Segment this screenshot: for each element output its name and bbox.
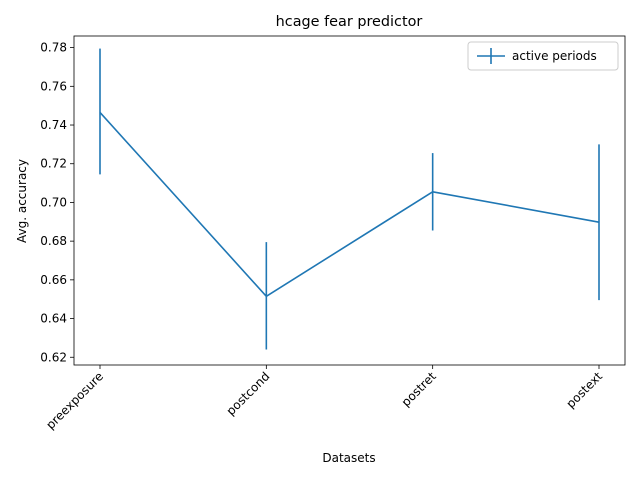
y-tick-label: 0.66 xyxy=(40,273,67,287)
y-tick-label: 0.72 xyxy=(40,157,67,171)
y-tick-label: 0.76 xyxy=(40,79,67,93)
series-line xyxy=(99,111,600,298)
x-axis-label: Datasets xyxy=(322,451,375,465)
plot-frame xyxy=(73,35,626,366)
y-tick-label: 0.78 xyxy=(40,41,67,55)
y-axis-label: Avg. accuracy xyxy=(15,159,29,243)
y-tick-label: 0.62 xyxy=(40,350,67,364)
y-tick-label: 0.70 xyxy=(40,195,67,209)
y-tick-label: 0.74 xyxy=(40,118,67,132)
y-tick-label: 0.68 xyxy=(40,234,67,248)
y-tick-label: 0.64 xyxy=(40,312,67,326)
chart-title: hcage fear predictor xyxy=(276,14,423,30)
legend-entry: active periods xyxy=(512,49,597,63)
legend-box xyxy=(467,41,619,71)
